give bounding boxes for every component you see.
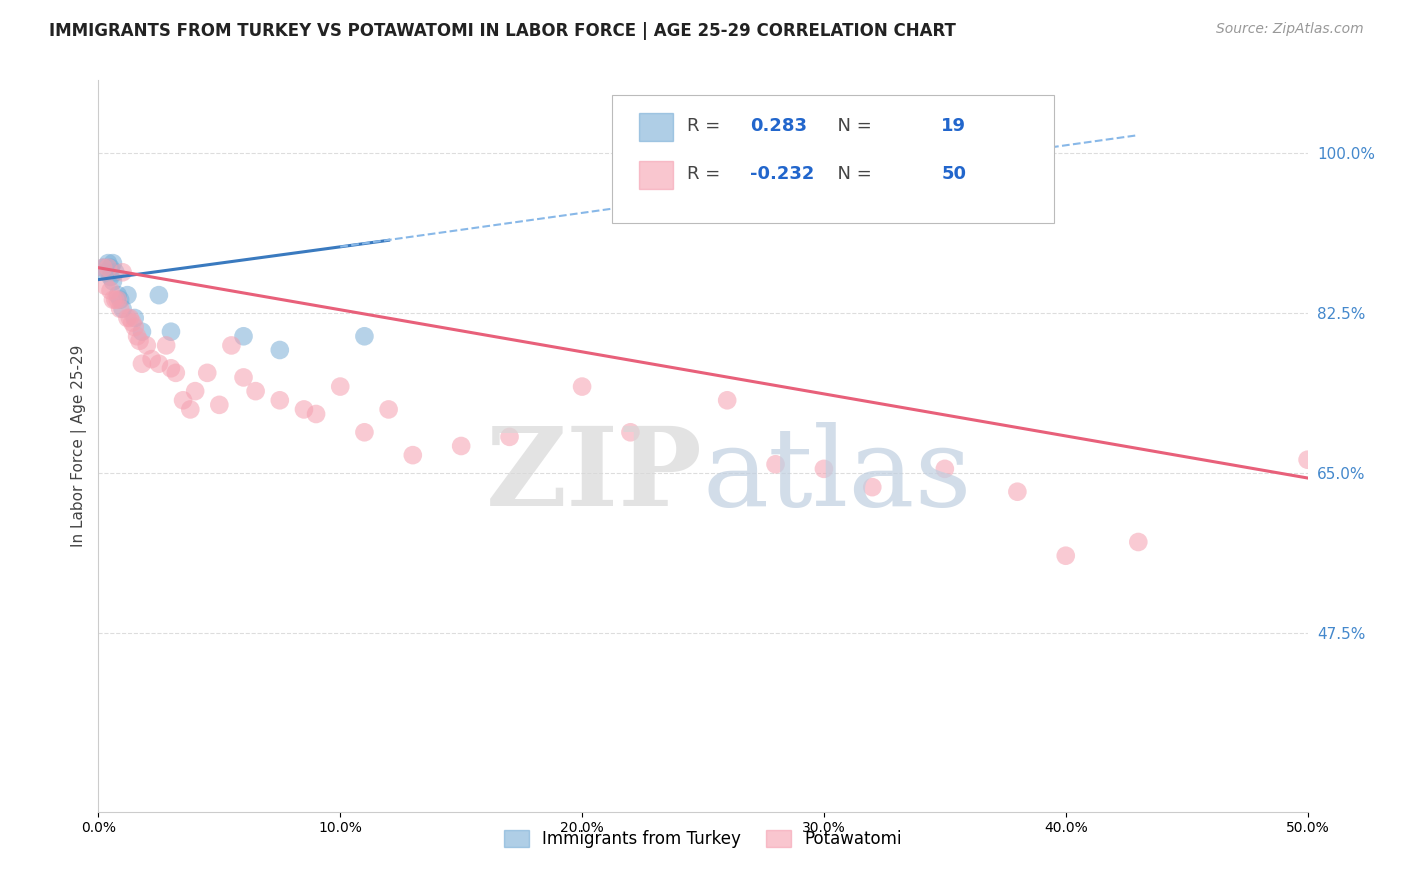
Point <box>402 448 425 462</box>
Point <box>91 260 114 275</box>
Point <box>108 301 131 316</box>
Point <box>1128 535 1150 549</box>
Point <box>128 334 150 348</box>
Text: 0.283: 0.283 <box>751 118 807 136</box>
Point <box>124 320 146 334</box>
Point <box>934 462 956 476</box>
Point <box>111 301 134 316</box>
Point <box>208 398 231 412</box>
FancyBboxPatch shape <box>613 95 1053 223</box>
Point <box>101 293 124 307</box>
Point <box>131 325 153 339</box>
Point <box>245 384 267 399</box>
Point <box>141 352 163 367</box>
Legend: Immigrants from Turkey, Potawatomi: Immigrants from Turkey, Potawatomi <box>498 823 908 855</box>
Point <box>329 379 352 393</box>
Point <box>117 288 139 302</box>
Point <box>292 402 315 417</box>
Point <box>1296 452 1319 467</box>
Point <box>377 402 399 417</box>
Bar <box>638 113 673 141</box>
Point <box>101 275 124 289</box>
Point <box>498 430 520 444</box>
Bar <box>638 161 673 188</box>
Text: 50: 50 <box>941 165 966 183</box>
Point <box>94 279 117 293</box>
Point <box>813 462 835 476</box>
Text: N =: N = <box>827 118 877 136</box>
Point <box>94 265 117 279</box>
Point <box>121 316 143 330</box>
Point <box>104 293 127 307</box>
Text: R =: R = <box>688 118 727 136</box>
Point <box>97 256 120 270</box>
Point <box>101 256 124 270</box>
Point <box>450 439 472 453</box>
Point <box>765 457 787 471</box>
Text: -0.232: -0.232 <box>751 165 814 183</box>
Point <box>160 361 183 376</box>
Point <box>148 357 170 371</box>
Point <box>860 480 883 494</box>
Point <box>100 260 122 275</box>
Point <box>619 425 641 440</box>
Point <box>131 357 153 371</box>
Point <box>91 260 114 275</box>
Point <box>184 384 207 399</box>
Point <box>100 284 122 298</box>
Text: IMMIGRANTS FROM TURKEY VS POTAWATOMI IN LABOR FORCE | AGE 25-29 CORRELATION CHAR: IMMIGRANTS FROM TURKEY VS POTAWATOMI IN … <box>49 22 956 40</box>
Point <box>269 393 291 408</box>
Point <box>108 293 131 307</box>
Point <box>232 370 254 384</box>
Point <box>353 425 375 440</box>
Point <box>118 311 141 326</box>
Point <box>148 288 170 302</box>
Text: Source: ZipAtlas.com: Source: ZipAtlas.com <box>1216 22 1364 37</box>
Point <box>179 402 201 417</box>
Point <box>107 288 129 302</box>
Point <box>232 329 254 343</box>
Point <box>127 329 149 343</box>
Text: ZIP: ZIP <box>486 422 703 529</box>
Point <box>111 265 134 279</box>
Point <box>221 338 243 352</box>
Point <box>124 311 146 326</box>
Text: R =: R = <box>688 165 727 183</box>
Point <box>1007 484 1029 499</box>
Text: atlas: atlas <box>703 422 973 529</box>
Point <box>195 366 218 380</box>
Point <box>97 260 120 275</box>
Point <box>269 343 291 357</box>
Y-axis label: In Labor Force | Age 25-29: In Labor Force | Age 25-29 <box>72 345 87 547</box>
Point <box>165 366 187 380</box>
Point <box>716 393 738 408</box>
Text: 19: 19 <box>941 118 966 136</box>
Point <box>135 338 157 352</box>
Point <box>100 269 122 284</box>
Point <box>571 379 593 393</box>
Point <box>104 265 127 279</box>
Point <box>305 407 328 421</box>
Point <box>160 325 183 339</box>
Point <box>107 293 129 307</box>
Text: N =: N = <box>827 165 877 183</box>
Point <box>172 393 194 408</box>
Point <box>353 329 375 343</box>
Point <box>1054 549 1077 563</box>
Point <box>117 311 139 326</box>
Point <box>155 338 177 352</box>
